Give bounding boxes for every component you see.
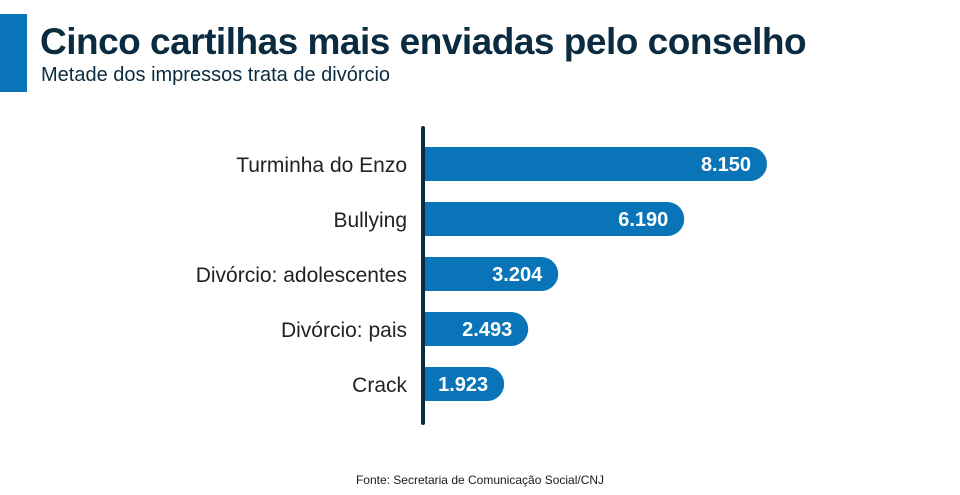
title-accent-bar	[0, 14, 27, 92]
category-label: Divórcio: adolescentes	[196, 264, 407, 287]
chart-title: Cinco cartilhas mais enviadas pelo conse…	[40, 21, 807, 62]
bar-2	[423, 202, 685, 236]
bar-value-label: 2.493	[462, 319, 512, 341]
bar-value-label: 3.204	[492, 264, 543, 286]
bar-value-label: 6.190	[618, 209, 668, 231]
bar-value-label: 8.150	[701, 154, 751, 176]
bar-3	[423, 257, 559, 291]
source-note: Fonte: Secretaria de Comunicação Social/…	[355, 473, 605, 487]
chart-subtitle: Metade dos impressos trata de divórcio	[41, 64, 391, 86]
category-label: Turminha do Enzo	[236, 154, 407, 177]
bar-value-label: 1.923	[438, 374, 488, 396]
category-label: Bullying	[333, 209, 407, 232]
bar-5	[423, 367, 505, 401]
category-label: Divórcio: pais	[281, 319, 407, 342]
bar-4	[423, 312, 529, 346]
category-label: Crack	[352, 374, 407, 397]
bar-1	[423, 147, 767, 181]
